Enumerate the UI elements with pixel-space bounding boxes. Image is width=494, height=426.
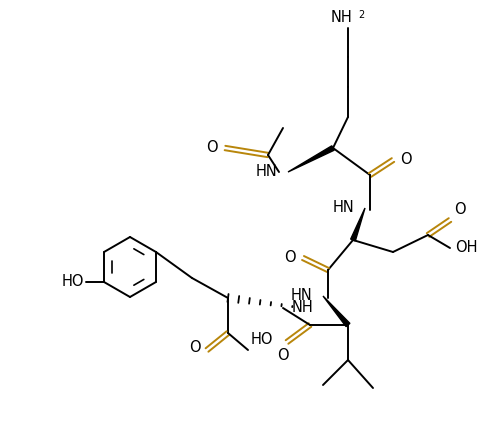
Text: O: O xyxy=(189,340,201,356)
Text: HO: HO xyxy=(62,274,84,290)
Text: HN: HN xyxy=(332,201,354,216)
Polygon shape xyxy=(288,146,334,172)
Polygon shape xyxy=(351,208,365,241)
Text: HO: HO xyxy=(251,332,274,347)
Text: O: O xyxy=(285,250,296,265)
Text: O: O xyxy=(206,141,218,155)
Text: HN: HN xyxy=(290,288,312,303)
Polygon shape xyxy=(323,296,350,327)
Text: O: O xyxy=(400,153,412,167)
Text: O: O xyxy=(277,348,289,363)
Text: NH: NH xyxy=(292,300,314,316)
Text: 2: 2 xyxy=(358,10,364,20)
Text: NH: NH xyxy=(330,11,352,26)
Text: O: O xyxy=(454,202,466,217)
Text: OH: OH xyxy=(455,241,478,256)
Text: HN: HN xyxy=(255,164,277,179)
